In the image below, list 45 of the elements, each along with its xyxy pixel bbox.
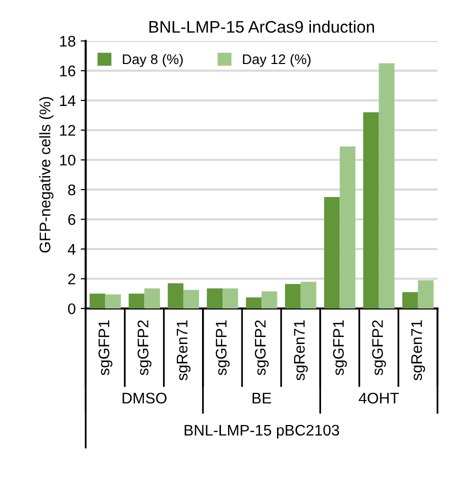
y-tick-label: 2 [68,274,76,284]
bar [246,297,262,308]
bar [144,288,160,308]
x-axis-title: BNL-LMP-15 pBC2103 [184,424,340,439]
text: BE [252,392,272,404]
text: 4OHT [358,392,399,404]
bar [128,294,144,308]
y-tick-label: 6 [68,214,76,225]
y-tick-label: 16 [60,66,76,76]
bar [300,282,316,308]
x-tick-label: sgRen71 [411,320,426,380]
x-tick-label: sgGFP1 [98,320,112,376]
y-tick-label: 4 [68,244,76,255]
bar [168,283,184,308]
bar [183,290,200,308]
x-tick-label: sgGFP2 [138,320,152,376]
legend-label: Day 12 (%) [243,54,310,67]
bar [402,292,418,308]
x-tick-label: sgRen71 [176,320,191,380]
x-tick-label: sgGFP1 [216,320,230,376]
legend-label: Day 8 (%) [122,54,183,67]
bar [105,294,121,308]
y-tick-label: 8 [68,184,76,196]
y-tick-label: 14 [60,95,76,106]
x-tick-label: sgGFP2 [254,320,269,376]
bar [262,291,278,308]
text: DMSO [122,392,167,404]
bar [418,280,434,308]
x-tick-label: sgRen71 [294,320,308,380]
y-tick-label: 18 [60,36,76,47]
y-tick-label: 10 [60,154,76,166]
y-axis-title: GFP-negative cells (%) [39,97,54,252]
bar [222,288,238,308]
bar [285,284,301,308]
y-tick-label: 12 [60,125,76,136]
bar [206,288,222,308]
bar [340,146,356,308]
bar [363,112,379,308]
bar [378,63,394,308]
chart-title: BNL-LMP-15 ArCas9 induction [149,20,374,33]
y-tick-label: 0 [68,303,76,314]
x-tick-label: sgGFP1 [333,320,347,376]
x-tick-label: sgGFP2 [372,320,386,376]
bar [324,197,340,308]
bar [90,294,106,308]
